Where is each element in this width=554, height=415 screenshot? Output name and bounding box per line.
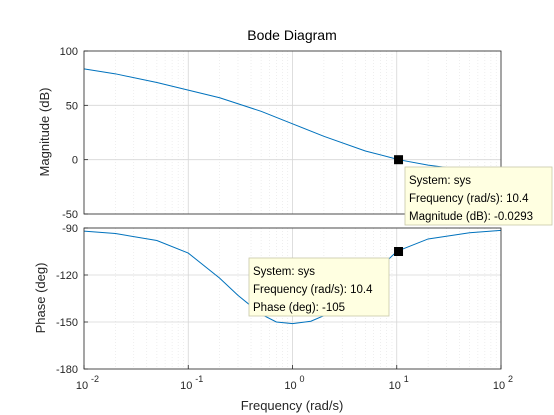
- x-tick-exponent: 0: [300, 374, 305, 384]
- magnitude-curve: [83, 68, 502, 175]
- phase-y-ticks: -90 -120 -150 -180: [56, 223, 88, 376]
- datatip-marker[interactable]: [394, 155, 404, 165]
- y-tick-label: -150: [56, 317, 78, 329]
- magnitude-panel: 100 50 0 -50 Magnitude (dB): [37, 46, 502, 221]
- datatips: System: sys Frequency (rad/s): 10.4 Magnit…: [248, 155, 553, 317]
- datatip-box[interactable]: [248, 257, 390, 317]
- x-tick-label: 10: [493, 380, 505, 392]
- x-tick-exponent: -2: [91, 374, 99, 384]
- x-tick-exponent: 1: [404, 374, 409, 384]
- y-tick-label: -120: [56, 270, 78, 282]
- datatip-text: Magnitude (dB): -0.0293: [409, 211, 533, 223]
- y-tick-label: 100: [60, 46, 78, 58]
- phase-curve: [83, 229, 502, 325]
- datatip-text: Phase (deg): -105: [253, 302, 345, 314]
- y-tick-label: -90: [62, 223, 78, 235]
- x-tick-exponent: 2: [508, 374, 513, 384]
- x-tick-label: 10: [389, 380, 401, 392]
- magnitude-axes-box: [83, 50, 502, 215]
- magnitude-y-ticks: 100 50 0 -50: [60, 46, 88, 221]
- y-tick-label: -180: [56, 364, 78, 376]
- x-tick-exponent: -1: [195, 374, 203, 384]
- datatip-marker[interactable]: [394, 247, 404, 256]
- y-tick-label: -50: [62, 209, 78, 221]
- datatip-text: System: sys: [409, 175, 471, 187]
- chart-title: Bode Diagram: [247, 27, 337, 43]
- x-tick-label: 10: [180, 380, 192, 392]
- datatip-box[interactable]: [404, 166, 553, 226]
- x-tick-label: 10: [284, 380, 296, 392]
- datatip-text: System: sys: [253, 266, 315, 278]
- x-axis-label: Frequency (rad/s): [241, 398, 344, 413]
- magnitude-y-label: Magnitude (dB): [37, 88, 52, 177]
- datatip-text: Frequency (rad/s): 10.4: [409, 193, 529, 205]
- y-tick-label: 50: [66, 100, 78, 112]
- datatip-text: Frequency (rad/s): 10.4: [253, 284, 373, 296]
- phase-y-label: Phase (deg): [33, 263, 48, 334]
- x-tick-label: 10: [76, 380, 88, 392]
- y-tick-label: 0: [72, 155, 78, 167]
